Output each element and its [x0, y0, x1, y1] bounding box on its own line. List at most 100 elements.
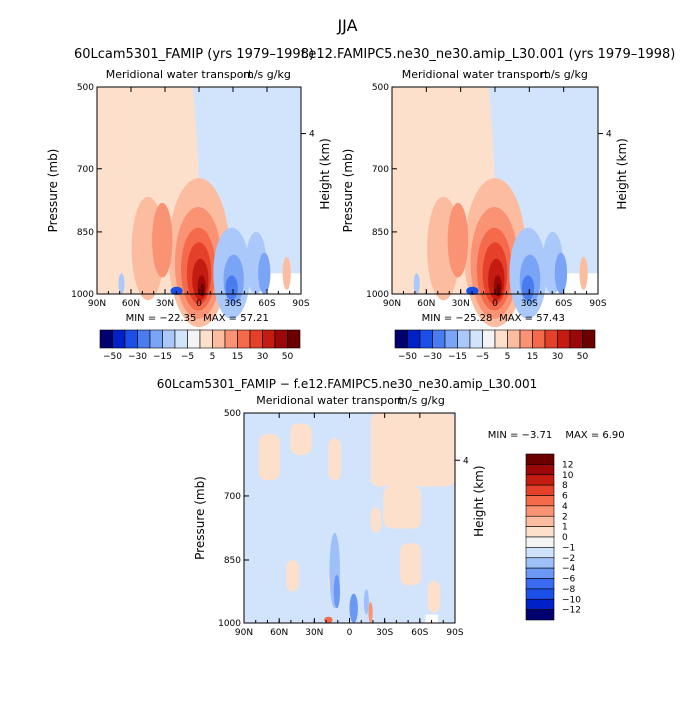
colorbar-box — [287, 329, 301, 349]
colorbar-box — [525, 588, 555, 600]
colorbar-label: 10 — [562, 471, 574, 481]
colorbar-box — [525, 484, 555, 496]
field-contour-negative — [258, 252, 271, 294]
max-label: MAX = 57.43 — [499, 313, 565, 324]
colorbar-box — [525, 578, 555, 590]
right-tick-label: 4 — [606, 130, 612, 140]
panel-units: m/s g/kg — [540, 68, 588, 81]
colorbar-box — [149, 329, 163, 349]
x-tick-label: 90S — [446, 628, 463, 638]
colorbar-box — [237, 329, 251, 349]
panel-units: m/s g/kg — [243, 68, 291, 81]
y-tick-label: 850 — [372, 228, 389, 238]
field-contour-positive — [383, 486, 422, 529]
colorbar-label: −2 — [562, 554, 575, 564]
colorbar-box — [124, 329, 138, 349]
right-tick-label: 4 — [463, 456, 469, 466]
y-axis-label: Pressure (mb) — [193, 476, 207, 560]
field-contour-negative — [349, 593, 358, 623]
colorbar-box — [525, 547, 555, 559]
colorbar-label: −50 — [398, 352, 417, 362]
colorbar-box — [532, 329, 546, 349]
x-tick-label: 60N — [122, 299, 140, 309]
figure-title: JJA — [337, 16, 358, 35]
x-tick-label: 90N — [383, 299, 401, 309]
x-tick-label: 30S — [224, 299, 241, 309]
colorbar-box — [99, 329, 113, 349]
colorbar-box — [494, 329, 508, 349]
colorbar-box — [224, 329, 238, 349]
colorbar-box — [249, 329, 263, 349]
field-contour-positive — [370, 413, 455, 487]
y-tick-label: 1000 — [366, 290, 389, 300]
colorbar-box — [525, 474, 555, 486]
field-contour-positive — [324, 616, 333, 623]
y-tick-label: 1000 — [218, 619, 241, 629]
min-label: MIN = −25.28 — [422, 313, 493, 324]
colorbar-label: 2 — [562, 512, 568, 522]
colorbar-box — [544, 329, 558, 349]
colorbar-box — [525, 526, 555, 538]
max-label: MAX = 6.90 — [565, 430, 624, 441]
field-contour-positive — [328, 438, 342, 481]
colorbar-label: 5 — [210, 352, 216, 362]
colorbar-label: −30 — [423, 352, 442, 362]
colorbar-box — [525, 453, 555, 465]
field-contour-positive — [368, 602, 373, 623]
colorbar-box — [137, 329, 151, 349]
field-contour-negative — [118, 273, 125, 294]
field-contour-negative — [554, 252, 568, 294]
colorbar-label: 5 — [505, 352, 511, 362]
colorbar-label: −12 — [562, 606, 581, 616]
colorbar-box — [525, 609, 555, 621]
field-contour-negative — [466, 286, 479, 296]
colorbar-label: −1 — [562, 543, 575, 553]
colorbar-box — [199, 329, 213, 349]
colorbar-label: 30 — [552, 352, 564, 362]
colorbar-label: −5 — [476, 352, 489, 362]
colorbar-box — [274, 329, 288, 349]
panel-title: 60Lcam5301_FAMIP (yrs 1979–1998) — [74, 47, 314, 62]
colorbar-box — [482, 329, 496, 349]
x-tick-label: 60N — [417, 299, 435, 309]
x-tick-label: 60S — [258, 299, 275, 309]
x-tick-label: 30S — [376, 628, 393, 638]
y-axis-label-right: Height (km) — [615, 138, 629, 209]
colorbar-label: −30 — [128, 352, 147, 362]
panel-title: f.e12.FAMIPC5.ne30_ne30.amip_L30.001 (yr… — [301, 47, 676, 62]
y-tick-label: 700 — [372, 165, 389, 175]
colorbar-box — [569, 329, 583, 349]
y-tick-label: 700 — [77, 165, 94, 175]
y-tick-label: 700 — [224, 492, 241, 502]
y-tick-label: 1000 — [71, 290, 94, 300]
colorbar-box — [519, 329, 533, 349]
colorbar-box — [582, 329, 596, 349]
y-axis-label-right: Height (km) — [318, 138, 332, 209]
field-contour-positive — [290, 423, 312, 455]
colorbar-box — [162, 329, 176, 349]
colorbar-box — [419, 329, 433, 349]
panel-subtitle: Meridional water transport — [256, 394, 403, 407]
colorbar-label: −15 — [448, 352, 467, 362]
field-contour-positive — [496, 283, 501, 297]
field-contour-negative — [333, 574, 341, 609]
min-label: MIN = −3.71 — [488, 430, 552, 441]
colorbar-label: 1 — [562, 523, 568, 533]
x-tick-label: 0 — [196, 299, 202, 309]
field-contour-positive — [579, 256, 588, 290]
field-contour-negative — [225, 275, 238, 301]
field-contour-negative — [170, 286, 183, 296]
x-tick-label: 0 — [492, 299, 498, 309]
x-tick-label: 60S — [555, 299, 572, 309]
colorbar-box — [112, 329, 126, 349]
colorbar-box — [507, 329, 521, 349]
colorbar-label: 15 — [527, 352, 538, 362]
field-contour-positive — [200, 283, 205, 297]
colorbar-box — [525, 515, 555, 527]
x-tick-label: 30S — [521, 299, 538, 309]
field-contour-negative — [521, 275, 535, 301]
colorbar-label: 6 — [562, 492, 568, 502]
field-contour-positive — [370, 507, 382, 533]
